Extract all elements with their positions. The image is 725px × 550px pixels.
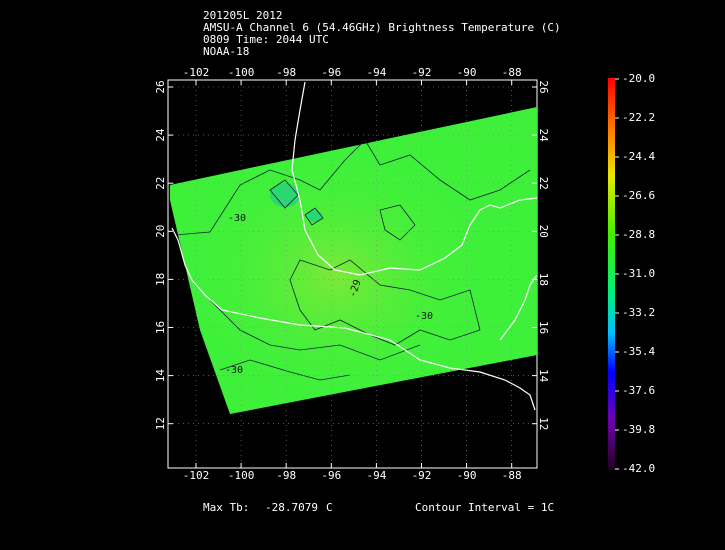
lon-label: -98 <box>276 469 296 482</box>
colorbar-label: -42.0 <box>622 462 655 475</box>
lon-label: -100 <box>228 469 255 482</box>
lon-label: -102 <box>183 66 210 79</box>
lat-label: 16 <box>154 321 167 334</box>
lat-label: 18 <box>154 273 167 286</box>
lon-label: -98 <box>276 66 296 79</box>
lat-label: 24 <box>537 128 550 142</box>
colorbar-label: -22.2 <box>622 111 655 124</box>
lon-label: -90 <box>457 66 477 79</box>
lon-label: -94 <box>366 469 386 482</box>
footer-label: Max Tb: <box>203 501 249 514</box>
lat-label: 26 <box>537 80 550 93</box>
footer-unit: C <box>326 501 333 514</box>
contour-label: -30 <box>228 213 246 224</box>
lon-label: -88 <box>502 469 522 482</box>
contour-label: -30 <box>225 365 243 376</box>
header-line: AMSU-A Channel 6 (54.46GHz) Brightness T… <box>203 21 561 34</box>
ticks: -102 -102 -100 -100 -98 -98 -96 -96 -94 -94 -92 -92… <box>154 66 550 482</box>
lat-label: 22 <box>154 177 167 190</box>
lat-label: 20 <box>537 225 550 238</box>
colorbar-label: -31.0 <box>622 267 655 280</box>
lat-label: 24 <box>154 128 167 142</box>
contour-label: -30 <box>415 311 433 322</box>
lat-label: 18 <box>537 273 550 286</box>
lat-label: 12 <box>154 417 167 430</box>
lon-label: -92 <box>412 66 432 79</box>
colorbar-label: -33.2 <box>622 306 655 319</box>
colorbar-label: -39.8 <box>622 423 655 436</box>
lat-label: 14 <box>154 369 167 383</box>
colorbar-label: -28.8 <box>622 228 655 241</box>
map: -30 -29 -30 -30 <box>167 79 538 469</box>
coastline <box>171 81 538 411</box>
lon-label: -88 <box>502 66 522 79</box>
colorbar-label: -37.6 <box>622 384 655 397</box>
contours <box>174 139 531 381</box>
lat-label: 22 <box>537 177 550 190</box>
lat-label: 14 <box>537 369 550 383</box>
header-line: 0809 Time: 2044 UTC <box>203 33 329 46</box>
header-line: NOAA-18 <box>203 45 249 58</box>
colorbar-labels: -20.0 -22.2 -24.4 -26.6 -28.8 -31.0 -33.2 -35.4… <box>615 72 655 475</box>
lat-label: 12 <box>537 417 550 430</box>
colorbar <box>608 78 615 470</box>
colorbar-label: -20.0 <box>622 72 655 85</box>
footer-value: -28.7079 <box>265 501 318 514</box>
lon-label: -96 <box>321 66 341 79</box>
colorbar-label: -35.4 <box>622 345 655 358</box>
lon-label: -90 <box>457 469 477 482</box>
lat-label: 16 <box>537 321 550 334</box>
footer-contour: Contour Interval = 1C <box>415 501 554 514</box>
cold-spot <box>306 210 322 222</box>
header-line: 201205L 2012 <box>203 9 282 22</box>
lat-label: 20 <box>154 225 167 238</box>
lat-label: 26 <box>154 80 167 93</box>
lon-label: -96 <box>321 469 341 482</box>
lon-label: -92 <box>412 469 432 482</box>
lon-label: -94 <box>366 66 386 79</box>
lon-label: -102 <box>183 469 210 482</box>
lon-label: -100 <box>228 66 255 79</box>
colorbar-label: -24.4 <box>622 150 655 163</box>
colorbar-label: -26.6 <box>622 189 655 202</box>
